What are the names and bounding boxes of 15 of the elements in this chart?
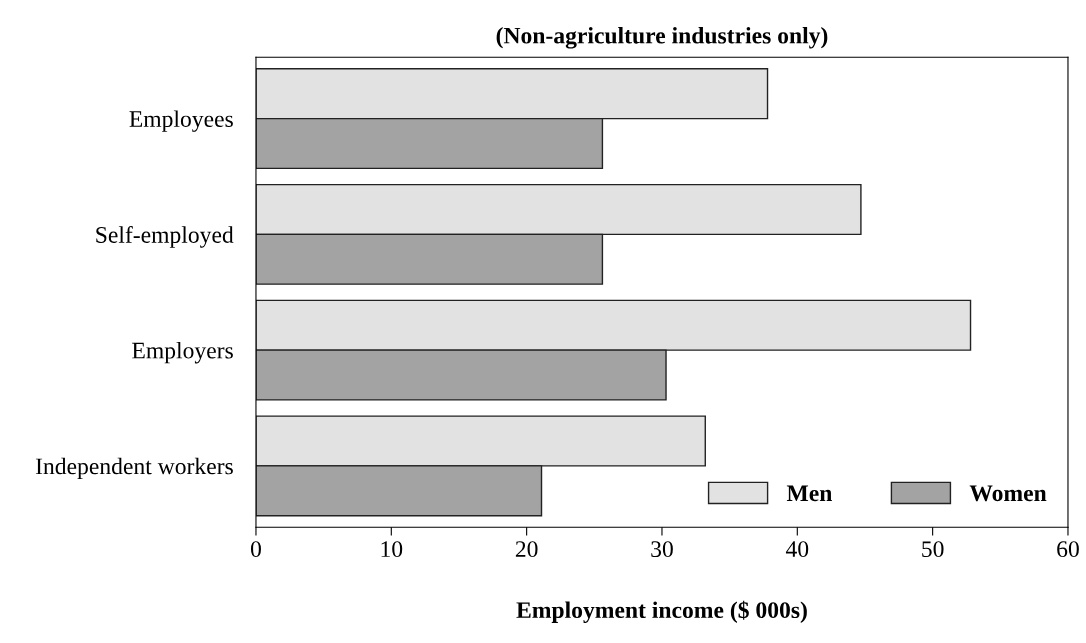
y-tick-label: Self-employed <box>96 226 234 248</box>
x-tick-label: 10 <box>381 541 403 558</box>
x-tick-label: 0 <box>250 541 261 558</box>
legend-label: Men <box>786 485 833 502</box>
x-axis-title: Employment income ($ 000s) <box>516 600 807 623</box>
y-tick-label: Employers <box>132 341 233 364</box>
x-tick-label: 20 <box>515 541 538 558</box>
y-tick-label: Independent workers <box>35 457 233 480</box>
y-tick-label: Employees <box>129 110 233 132</box>
chart-title: (Non-agriculture industries only) <box>496 26 828 49</box>
x-tick-label: 30 <box>651 541 673 558</box>
x-tick-label: 50 <box>922 541 944 558</box>
legend-label: Women <box>969 485 1047 502</box>
x-tick-label: 40 <box>785 541 809 558</box>
x-tick-label: 60 <box>1057 541 1079 558</box>
